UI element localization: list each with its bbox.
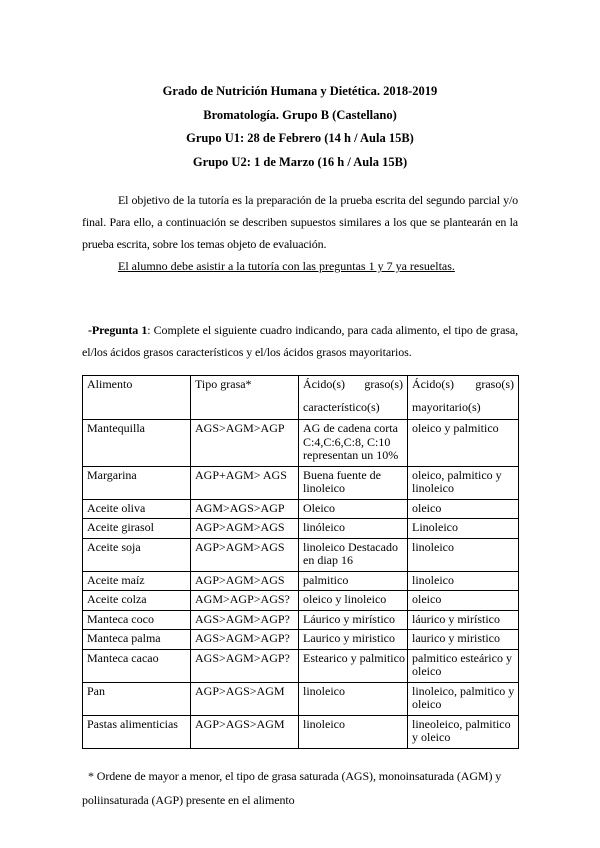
table-cell: oleico: [407, 498, 519, 519]
table-cell: AGP+AGM> AGS: [190, 465, 299, 500]
table-row: Manteca cacao AGS>AGM>AGP? Estearico y p…: [82, 648, 519, 683]
header-acido-word: Ácido(s): [303, 377, 345, 391]
underlined-note-text: El alumno debe asistir a la tutoría con …: [118, 259, 455, 273]
doc-title-line-2: Bromatología. Grupo B (Castellano): [203, 107, 397, 122]
table-row: Pan AGP>AGS>AGM linoleico linoleico, pal…: [82, 681, 519, 716]
table-cell: Pan: [82, 681, 191, 716]
table-cell: linoleico Destacado en diap 16: [298, 537, 408, 572]
table-cell: Aceite soja: [82, 537, 191, 572]
header-acido-mayoritario: Ácido(s) graso(s) mayoritario(s): [407, 375, 519, 420]
table-cell: AGS>AGM>AGP: [190, 419, 299, 467]
table-cell: Estearico y palmitico: [298, 648, 408, 683]
table-cell: linoleico: [298, 681, 408, 716]
header-alimento: Alimento: [82, 375, 191, 420]
table-cell: AGP>AGM>AGS: [190, 518, 299, 539]
table-cell: Manteca coco: [82, 609, 191, 630]
table-cell: palmitico: [298, 570, 408, 591]
table-cell: linoleico: [407, 570, 519, 591]
table-cell: AGS>AGM>AGP?: [190, 648, 299, 683]
table-cell: AGP>AGS>AGM: [190, 681, 299, 716]
table-cell: palmitico esteárico y oleico: [407, 648, 519, 683]
header-tipo-grasa: Tipo grasa*: [190, 375, 299, 420]
table-cell: AGM>AGP>AGS?: [190, 590, 299, 611]
table-cell: Aceite oliva: [82, 498, 191, 519]
header-acido-caracteristico: Ácido(s) graso(s) característico(s): [298, 375, 408, 420]
table-cell: Aceite colza: [82, 590, 191, 611]
doc-title-line-4: Grupo U2: 1 de Marzo (16 h / Aula 15B): [192, 154, 408, 169]
table-cell: Mantequilla: [82, 419, 191, 467]
table-cell: AGS>AGM>AGP?: [190, 609, 299, 630]
table-cell: Buena fuente de linoleico: [298, 465, 408, 500]
table-cell: AGM>AGS>AGP: [190, 498, 299, 519]
table-row: Aceite colza AGM>AGP>AGS? oleico y linol…: [82, 590, 519, 611]
fats-table: Alimento Tipo grasa* Ácido(s) graso(s) c…: [82, 375, 519, 749]
question-1-paragraph: -Pregunta 1: Complete el siguiente cuadr…: [82, 319, 518, 363]
question-1-text: : Complete el siguiente cuadro indicando…: [82, 323, 518, 359]
table-cell: oleico y palmitico: [407, 419, 519, 467]
header-mayoritario-word: mayoritario(s): [412, 399, 481, 414]
table-footnote: * Ordene de mayor a menor, el tipo de gr…: [82, 768, 502, 807]
table-cell: Margarina: [82, 465, 191, 500]
underlined-note: El alumno debe asistir a la tutoría con …: [82, 255, 518, 277]
table-row: Aceite soja AGP>AGM>AGS linoleico Destac…: [82, 537, 519, 572]
table-cell: oleico y linoleico: [298, 590, 408, 611]
table-cell: linoleico, palmitico y oleico: [407, 681, 519, 716]
table-cell: Aceite maíz: [82, 570, 191, 591]
table-row: Pastas alimenticias AGP>AGS>AGM linoleic…: [82, 714, 519, 749]
table-cell: lineoleico, palmitico y oleico: [407, 714, 519, 749]
document-header: Grado de Nutrición Humana y Dietética. 2…: [82, 80, 518, 174]
header-acido-word: Ácido(s): [412, 377, 454, 391]
table-cell: AGP>AGM>AGS: [190, 537, 299, 572]
table-row: Aceite girasol AGP>AGM>AGS linóleico Lin…: [82, 518, 519, 539]
table-cell: AGP>AGM>AGS: [190, 570, 299, 591]
table-row: Aceite maíz AGP>AGM>AGS palmitico linole…: [82, 570, 519, 591]
table-cell: laurico y miristico: [407, 629, 519, 650]
table-row: Manteca palma AGS>AGM>AGP? Laurico y mir…: [82, 629, 519, 650]
question-1-label: -Pregunta 1: [88, 323, 148, 337]
table-row: Mantequilla AGS>AGM>AGP AG de cadena cor…: [82, 419, 519, 467]
table-row: Manteca coco AGS>AGM>AGP? Láurico y mirí…: [82, 609, 519, 630]
table-cell: Manteca cacao: [82, 648, 191, 683]
table-cell: Aceite girasol: [82, 518, 191, 539]
table-cell: Laurico y miristico: [298, 629, 408, 650]
table-row: Margarina AGP+AGM> AGS Buena fuente de l…: [82, 465, 519, 500]
doc-title-line-3: Grupo U1: 28 de Febrero (14 h / Aula 15B…: [186, 131, 414, 145]
table-header-row: Alimento Tipo grasa* Ácido(s) graso(s) c…: [82, 375, 519, 420]
table-cell: oleico, palmitico y linoleico: [407, 465, 519, 500]
intro-paragraph: El objetivo de la tutoría es la preparac…: [82, 193, 518, 251]
doc-title-line-1: Grado de Nutrición Humana y Dietética. 2…: [162, 84, 438, 98]
table-cell: linóleico: [298, 518, 408, 539]
header-graso-word: graso(s): [364, 377, 403, 391]
header-caracteristico-word: característico(s): [303, 399, 380, 414]
table-cell: oleico: [407, 590, 519, 611]
table-cell: Pastas alimenticias: [82, 714, 191, 749]
table-cell: Láurico y mirístico: [298, 609, 408, 630]
table-cell: Linoleico: [407, 518, 519, 539]
table-row: Aceite oliva AGM>AGS>AGP Oleico oleico: [82, 498, 519, 519]
table-cell: láurico y mirístico: [407, 609, 519, 630]
table-cell: Oleico: [298, 498, 408, 519]
table-cell: AG de cadena corta C:4,C:6,C:8, C:10 rep…: [298, 419, 408, 467]
table-cell: Manteca palma: [82, 629, 191, 650]
table-cell: AGP>AGS>AGM: [190, 714, 299, 749]
header-graso-word: graso(s): [475, 377, 514, 391]
table-cell: linoleico: [298, 714, 408, 749]
table-cell: linoleico: [407, 537, 519, 572]
table-cell: AGS>AGM>AGP?: [190, 629, 299, 650]
